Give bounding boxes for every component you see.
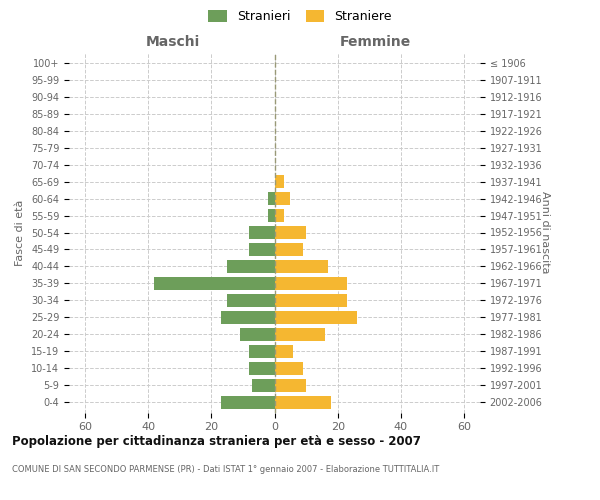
Bar — [275, 226, 306, 239]
Bar — [268, 209, 275, 222]
Bar — [275, 328, 325, 341]
Bar — [275, 396, 331, 408]
Bar — [240, 328, 275, 341]
Bar — [221, 311, 275, 324]
Bar — [275, 175, 284, 188]
Bar — [275, 192, 290, 205]
Bar — [253, 379, 275, 392]
Y-axis label: Fasce di età: Fasce di età — [16, 200, 25, 266]
Bar — [275, 362, 303, 374]
Legend: Stranieri, Straniere: Stranieri, Straniere — [205, 6, 395, 27]
Bar — [227, 260, 275, 273]
Y-axis label: Anni di nascita: Anni di nascita — [539, 191, 550, 274]
Bar — [275, 311, 356, 324]
Bar — [154, 277, 275, 290]
Bar — [275, 209, 284, 222]
Bar — [275, 345, 293, 358]
Bar — [275, 243, 303, 256]
Bar — [275, 294, 347, 307]
Bar — [268, 192, 275, 205]
Text: Maschi: Maschi — [146, 35, 200, 49]
Bar — [275, 260, 328, 273]
Bar — [221, 396, 275, 408]
Bar — [275, 277, 347, 290]
Bar — [249, 362, 275, 374]
Text: Femmine: Femmine — [340, 35, 411, 49]
Bar — [249, 243, 275, 256]
Text: Popolazione per cittadinanza straniera per età e sesso - 2007: Popolazione per cittadinanza straniera p… — [12, 435, 421, 448]
Bar — [249, 226, 275, 239]
Bar — [275, 379, 306, 392]
Bar — [249, 345, 275, 358]
Text: COMUNE DI SAN SECONDO PARMENSE (PR) - Dati ISTAT 1° gennaio 2007 - Elaborazione : COMUNE DI SAN SECONDO PARMENSE (PR) - Da… — [12, 465, 439, 474]
Bar — [227, 294, 275, 307]
